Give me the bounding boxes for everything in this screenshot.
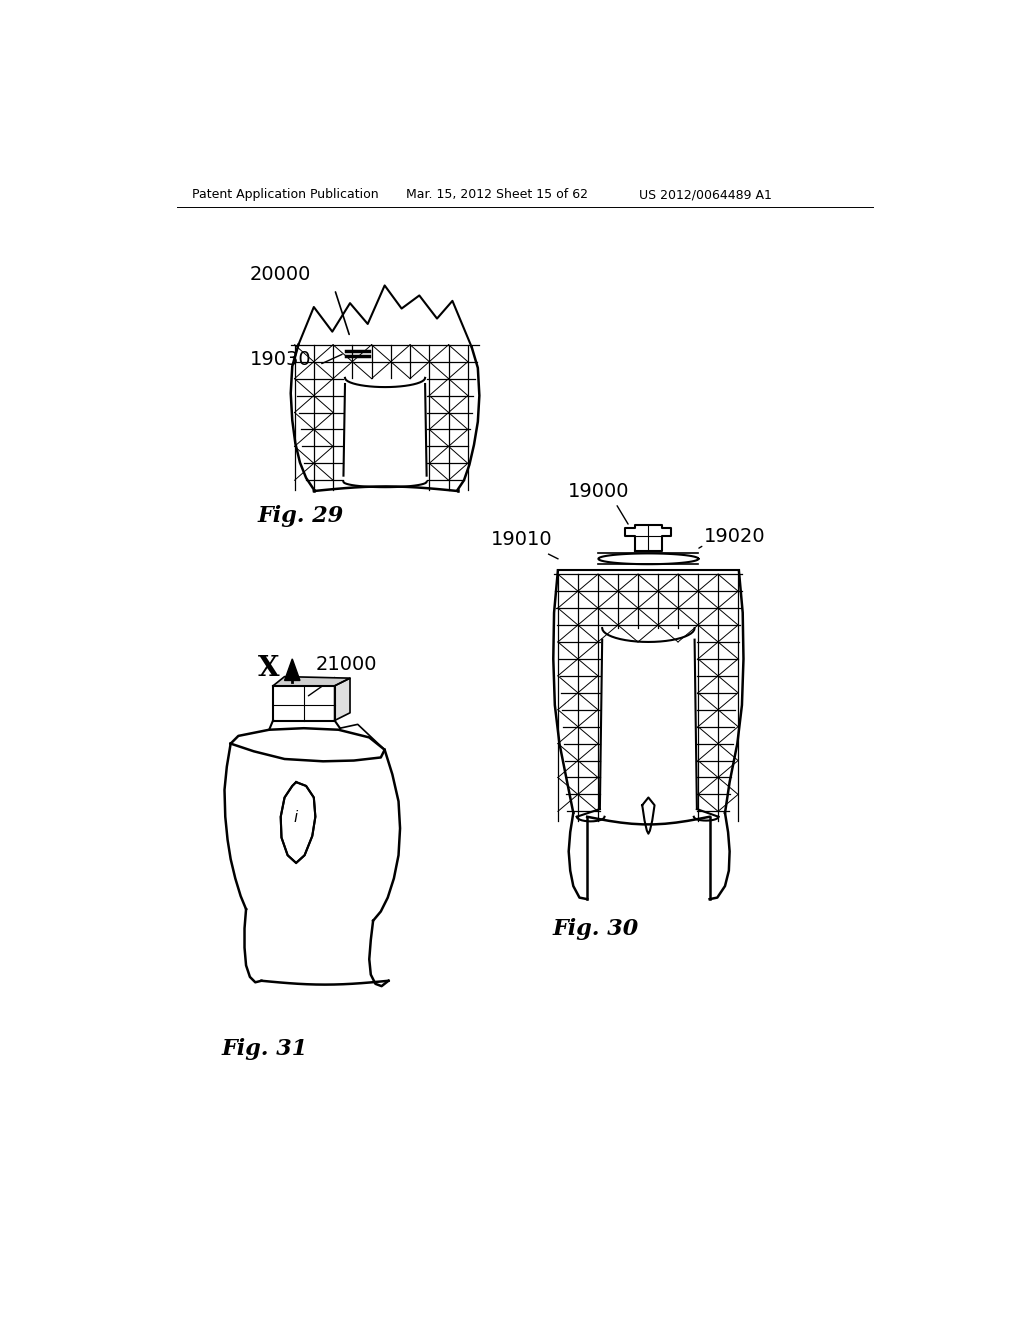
Text: US 2012/0064489 A1: US 2012/0064489 A1 [639,189,772,202]
Text: Fig. 29: Fig. 29 [258,504,344,527]
Polygon shape [281,781,315,863]
Text: Mar. 15, 2012 Sheet 15 of 62: Mar. 15, 2012 Sheet 15 of 62 [407,189,588,202]
Polygon shape [285,659,300,681]
Polygon shape [273,677,350,686]
Text: i: i [294,810,298,825]
Text: 19000: 19000 [568,482,630,502]
Text: X: X [258,655,280,682]
Polygon shape [335,678,350,721]
Text: 19010: 19010 [490,529,553,549]
Text: Fig. 30: Fig. 30 [553,917,639,940]
Text: 20000: 20000 [250,265,311,284]
Text: Patent Application Publication: Patent Application Publication [193,189,379,202]
Text: 19020: 19020 [705,527,766,546]
Text: 21000: 21000 [315,656,377,675]
Text: Fig. 31: Fig. 31 [221,1039,307,1060]
Text: 19030: 19030 [250,350,311,368]
